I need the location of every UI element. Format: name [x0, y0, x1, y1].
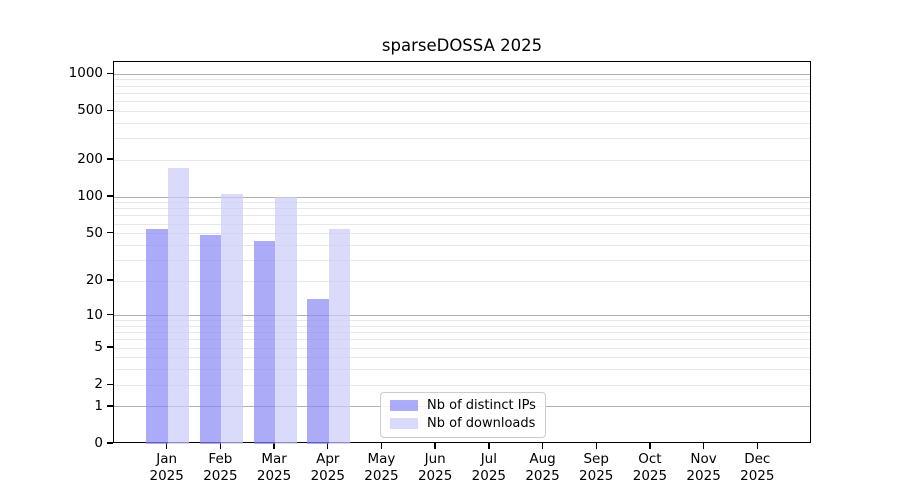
x-tick-mark [380, 443, 383, 449]
x-tick-label: Jun 2025 [417, 451, 453, 484]
bar-downloads-apr [328, 228, 351, 444]
x-tick-mark [165, 443, 168, 449]
y-gridline-minor [114, 215, 810, 217]
bar-downloads-mar [275, 197, 297, 444]
x-tick-label: Nov 2025 [686, 451, 721, 484]
y-gridline-minor [114, 101, 810, 103]
y-gridline-minor [114, 259, 810, 261]
x-tick-mark [434, 443, 436, 449]
y-gridline-minor [114, 369, 810, 371]
y-tick-mark [107, 279, 113, 281]
y-gridline-minor [114, 320, 810, 322]
y-tick-mark [107, 405, 113, 407]
y-tick-label: 500 [77, 102, 103, 119]
legend-label: Nb of downloads [427, 416, 536, 431]
legend-label: Nb of distinct IPs [427, 398, 536, 413]
y-tick-label: 10 [85, 306, 103, 323]
y-gridline-minor [114, 339, 810, 341]
y-gridline-minor [114, 85, 810, 87]
y-gridline-minor [114, 208, 810, 210]
y-tick-label: 0 [94, 435, 103, 451]
legend-swatch-distinct-ips-icon [390, 400, 418, 411]
x-tick-label: Apr 2025 [310, 451, 345, 484]
legend-entry: Nb of distinct IPs [390, 398, 536, 413]
bar-distinct-ips-feb [199, 234, 222, 444]
x-tick-mark [488, 443, 490, 449]
y-tick-mark [107, 346, 113, 348]
y-tick-mark [107, 109, 113, 111]
y-gridline-minor [114, 138, 810, 140]
y-tick-mark [107, 442, 113, 444]
bar-distinct-ips-apr [307, 299, 329, 444]
legend-entry: Nb of downloads [390, 416, 536, 431]
y-gridline-major [114, 196, 810, 198]
legend: Nb of distinct IPs Nb of downloads [380, 392, 546, 438]
y-gridline-minor [114, 244, 810, 246]
y-tick-mark [107, 158, 113, 160]
y-gridline-minor [114, 332, 810, 334]
y-tick-mark [107, 383, 113, 385]
x-tick-label: Oct 2025 [632, 451, 668, 484]
y-gridline-minor [114, 159, 810, 161]
y-tick-label: 5 [94, 339, 103, 356]
y-gridline-minor [114, 347, 810, 349]
y-gridline-minor [114, 357, 810, 359]
y-tick-label: 2 [94, 376, 103, 393]
y-gridline-minor [114, 325, 810, 327]
bar-distinct-ips-mar [253, 241, 276, 444]
y-gridline-minor [114, 280, 810, 282]
x-tick-label: May 2025 [364, 451, 399, 484]
y-tick-mark [107, 313, 113, 316]
y-gridline-minor [114, 110, 810, 112]
bar-distinct-ips-jan [146, 228, 168, 444]
x-tick-mark [702, 443, 705, 449]
y-gridline-major [114, 73, 810, 75]
x-tick-label: Dec 2025 [740, 451, 775, 484]
y-gridline-minor [114, 223, 810, 225]
y-tick-mark [107, 72, 113, 74]
x-tick-label: Jan 2025 [149, 451, 184, 484]
y-gridline-minor [114, 79, 810, 81]
x-tick-label: Feb 2025 [203, 451, 238, 484]
x-tick-mark [649, 443, 651, 449]
x-tick-label: Jul 2025 [471, 451, 507, 484]
plot-area [113, 61, 811, 444]
x-tick-mark [327, 443, 329, 449]
y-tick-mark [107, 195, 113, 197]
y-tick-label: 100 [77, 188, 103, 205]
y-gridline-minor [114, 122, 810, 124]
y-tick-label: 50 [85, 224, 103, 241]
x-tick-label: Sep 2025 [579, 451, 614, 484]
y-tick-label: 1000 [68, 65, 103, 82]
y-tick-label: 20 [85, 272, 103, 289]
y-gridline-minor [114, 233, 810, 235]
x-tick-label: Aug 2025 [525, 451, 560, 484]
y-tick-label: 200 [77, 151, 103, 168]
x-tick-label: Mar 2025 [256, 451, 292, 484]
chart-title: sparseDOSSA 2025 [381, 36, 543, 55]
x-tick-mark [541, 443, 544, 449]
x-tick-mark [273, 443, 275, 449]
y-gridline-minor [114, 384, 810, 386]
bar-downloads-feb [221, 194, 243, 444]
bar-downloads-jan [167, 168, 190, 444]
y-gridline-minor [114, 92, 810, 94]
x-tick-mark [756, 443, 758, 449]
x-tick-mark [595, 443, 597, 449]
x-tick-mark [219, 443, 222, 449]
y-tick-mark [107, 231, 113, 234]
y-gridline-major [114, 315, 810, 317]
legend-swatch-downloads-icon [390, 418, 418, 429]
y-gridline-minor [114, 202, 810, 204]
y-tick-label: 1 [94, 397, 103, 414]
